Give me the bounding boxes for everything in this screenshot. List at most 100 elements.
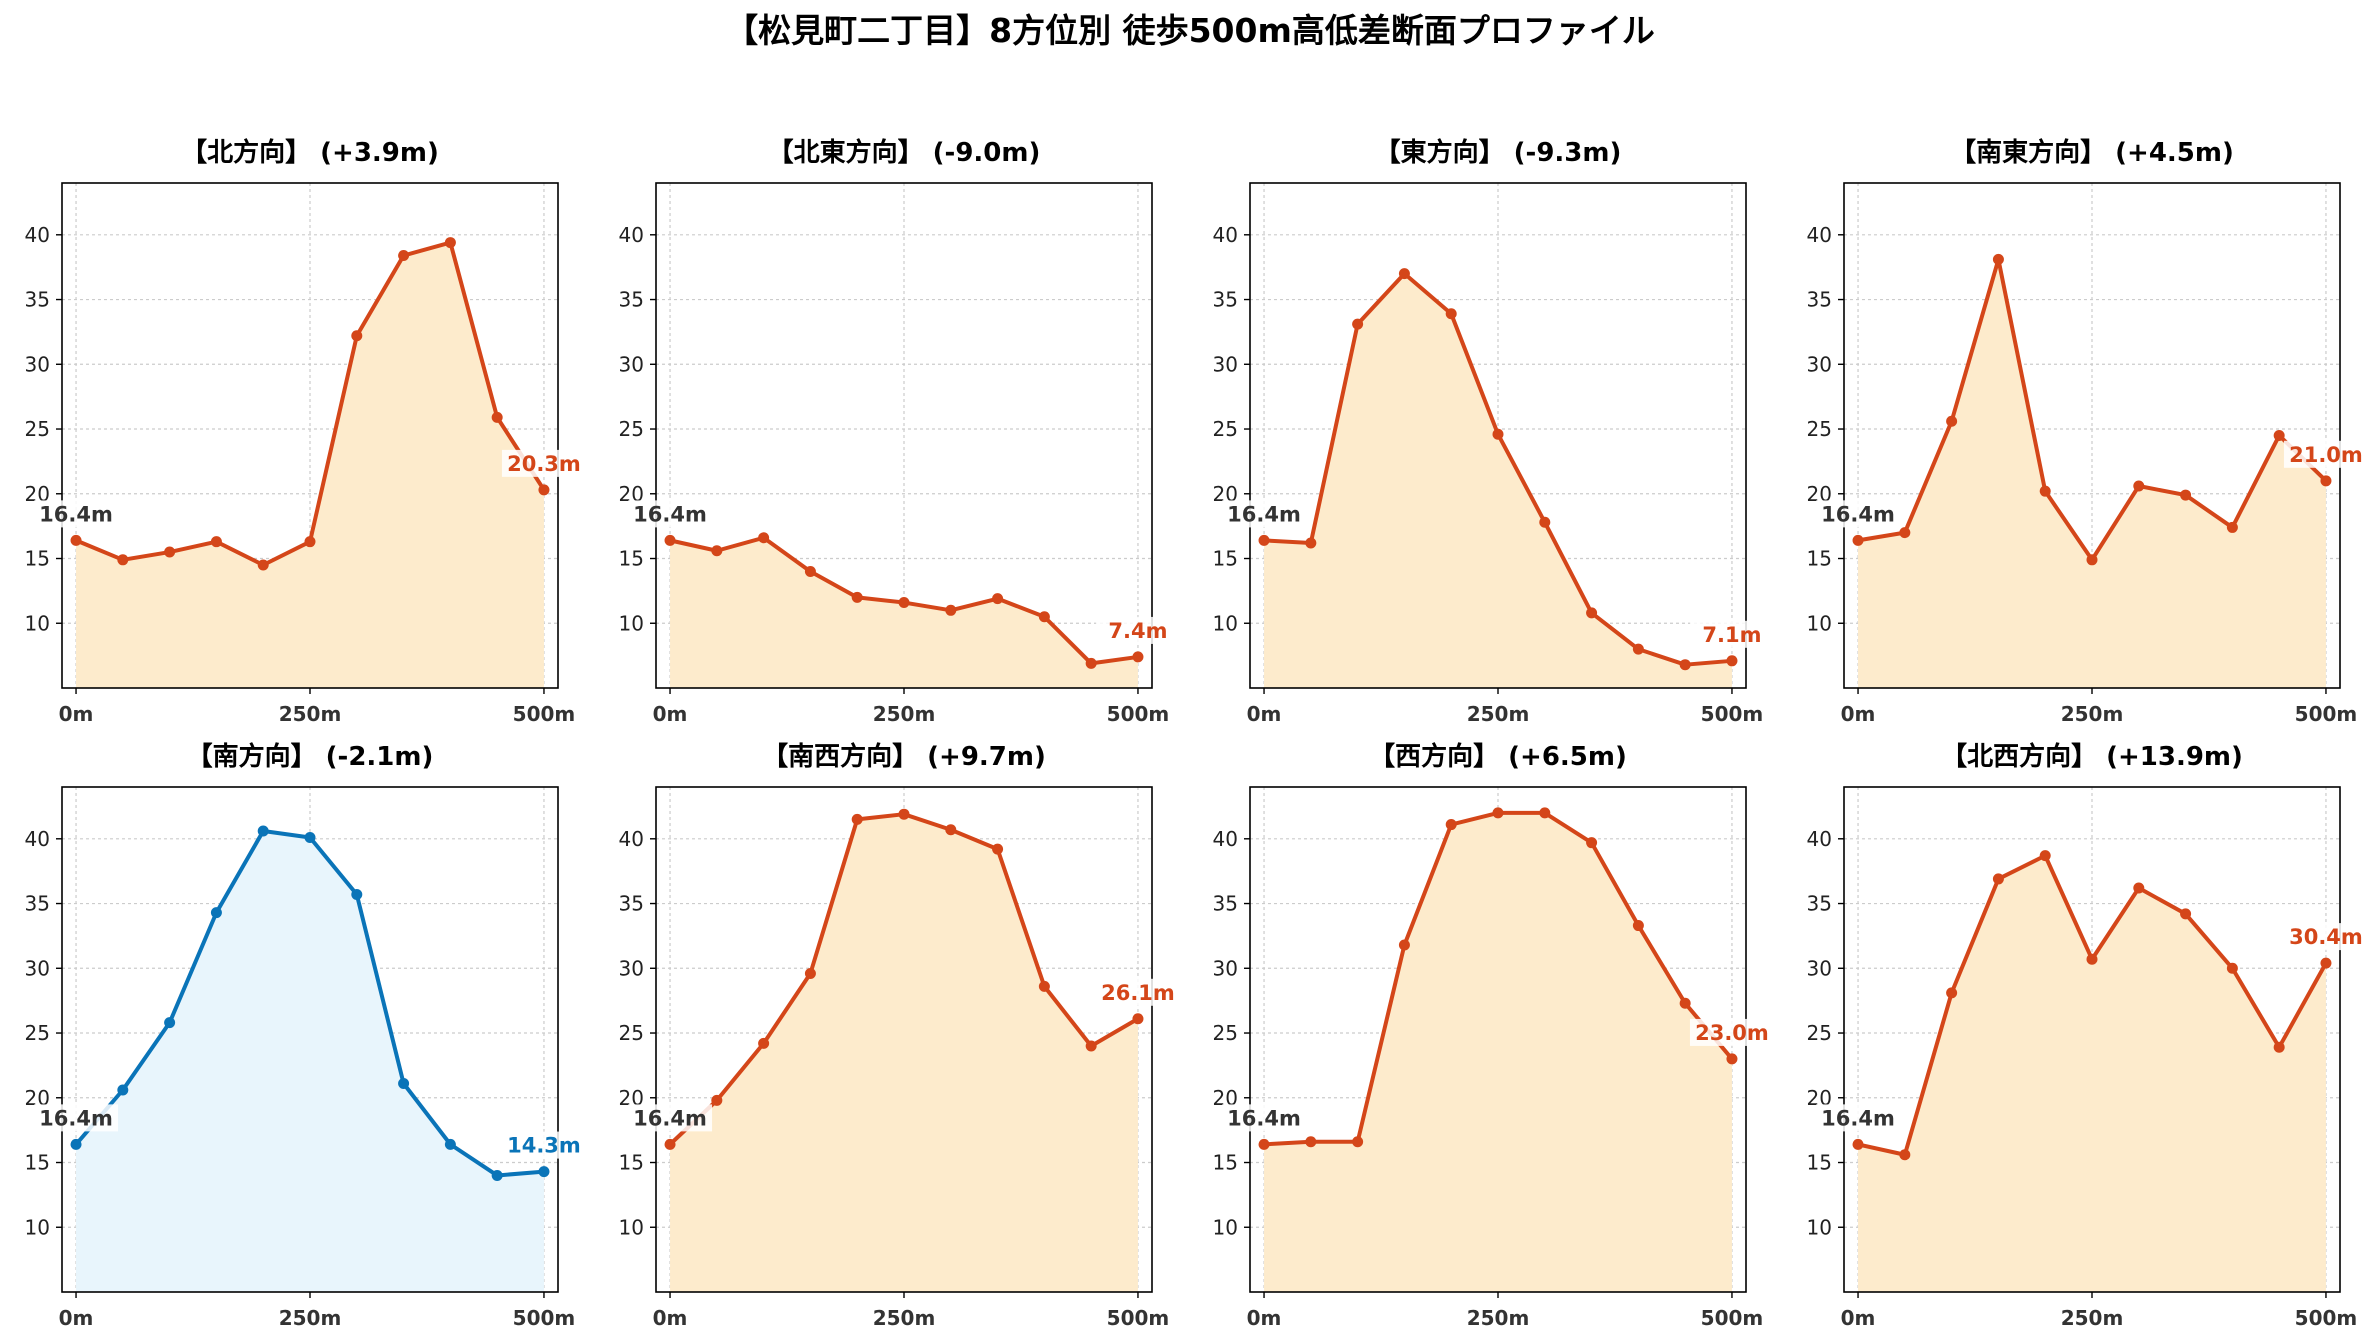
data-point [992,593,1004,605]
data-point [1445,819,1457,831]
series-area [76,242,544,689]
data-point [1132,1013,1144,1025]
x-tick-label: 250m [2061,702,2124,726]
data-point [758,1037,770,1049]
x-tick-label: 0m [1247,702,1282,726]
data-point [351,888,363,900]
start-elevation-label: 16.4m [1821,502,1895,526]
y-tick-label: 40 [25,223,50,247]
end-label-box [2283,440,2368,468]
data-point [1305,537,1317,549]
data-point [1679,659,1691,671]
data-point [257,825,269,837]
start-label-box [1222,1104,1307,1132]
data-point [2226,962,2238,974]
data-point [1726,655,1738,667]
y-tick-label: 35 [619,892,644,916]
data-point [1352,1136,1364,1148]
y-tick-label: 15 [1807,547,1832,571]
data-point [210,907,222,919]
y-tick-label: 15 [619,547,644,571]
y-tick-label: 25 [1213,1021,1238,1045]
data-point [1398,939,1410,951]
end-label-box [1689,1018,1774,1046]
y-tick-label: 30 [619,352,644,376]
subplot-title: 【北方向】 (+3.9m) [181,137,439,168]
data-point [758,532,770,544]
start-elevation-label: 16.4m [633,1106,707,1130]
y-tick-label: 15 [1807,1151,1832,1175]
start-label-box [1816,1104,1901,1132]
data-point [2320,957,2332,969]
data-point [1132,651,1144,663]
data-point [1492,807,1504,819]
end-label-box [1689,620,1774,648]
start-label-box [1222,500,1307,528]
data-point [898,597,910,609]
data-point [2180,489,2192,501]
y-tick-label: 35 [25,288,50,312]
subplot-title: 【南東方向】 (+4.5m) [1950,137,2234,168]
data-point [1085,1040,1097,1052]
y-tick-label: 40 [619,223,644,247]
data-point [491,411,503,423]
data-point [2320,475,2332,487]
x-tick-label: 0m [1841,702,1876,726]
data-point [1539,516,1551,528]
end-label-box [501,449,586,477]
start-label-box [34,1104,119,1132]
end-elevation-label: 26.1m [1101,981,1175,1005]
data-point [117,1084,129,1096]
x-tick-label: 500m [1701,1306,1764,1330]
data-point [711,1094,723,1106]
data-point [2133,480,2145,492]
end-label-box [501,1131,586,1159]
y-tick-label: 15 [1213,547,1238,571]
y-tick-label: 40 [1213,223,1238,247]
y-tick-label: 30 [25,956,50,980]
series-area [76,831,544,1292]
data-point [2086,554,2098,566]
data-point [2133,882,2145,894]
data-point [851,591,863,603]
data-point [1946,415,1958,427]
subplot-title: 【南西方向】 (+9.7m) [762,741,1046,772]
data-point [804,967,816,979]
y-tick-label: 10 [619,1215,644,1239]
y-tick-label: 30 [619,956,644,980]
data-point [2273,1041,2285,1053]
series-area [670,814,1138,1292]
end-label-box [2283,923,2368,951]
subplot-title: 【南方向】 (-2.1m) [187,741,434,772]
data-point [804,565,816,577]
data-point [1352,318,1364,330]
x-tick-label: 500m [1701,702,1764,726]
data-point [2039,485,2051,497]
data-point [1726,1053,1738,1065]
start-label-box [628,1104,713,1132]
data-point [1492,428,1504,440]
y-tick-label: 35 [1213,288,1238,312]
data-point [1586,607,1598,619]
y-tick-label: 30 [1807,352,1832,376]
subplot-title: 【西方向】 (+6.5m) [1369,741,1627,772]
x-tick-label: 250m [1467,1306,1530,1330]
figure-title: 【松見町二丁目】8方位別 徒歩500m高低差断面プロファイル [725,11,1655,50]
y-tick-label: 10 [25,611,50,635]
end-elevation-label: 30.4m [2289,925,2363,949]
data-point [1632,920,1644,932]
data-point [2273,430,2285,441]
end-elevation-label: 14.3m [507,1134,581,1158]
y-tick-label: 35 [1807,288,1832,312]
x-tick-label: 250m [1467,702,1530,726]
start-label-box [1816,500,1901,528]
data-point [304,536,316,548]
data-point [304,832,316,843]
x-tick-label: 500m [513,1306,576,1330]
y-tick-label: 15 [25,1151,50,1175]
data-point [2086,953,2098,965]
y-tick-label: 10 [1807,1215,1832,1239]
start-elevation-label: 16.4m [1821,1106,1895,1130]
